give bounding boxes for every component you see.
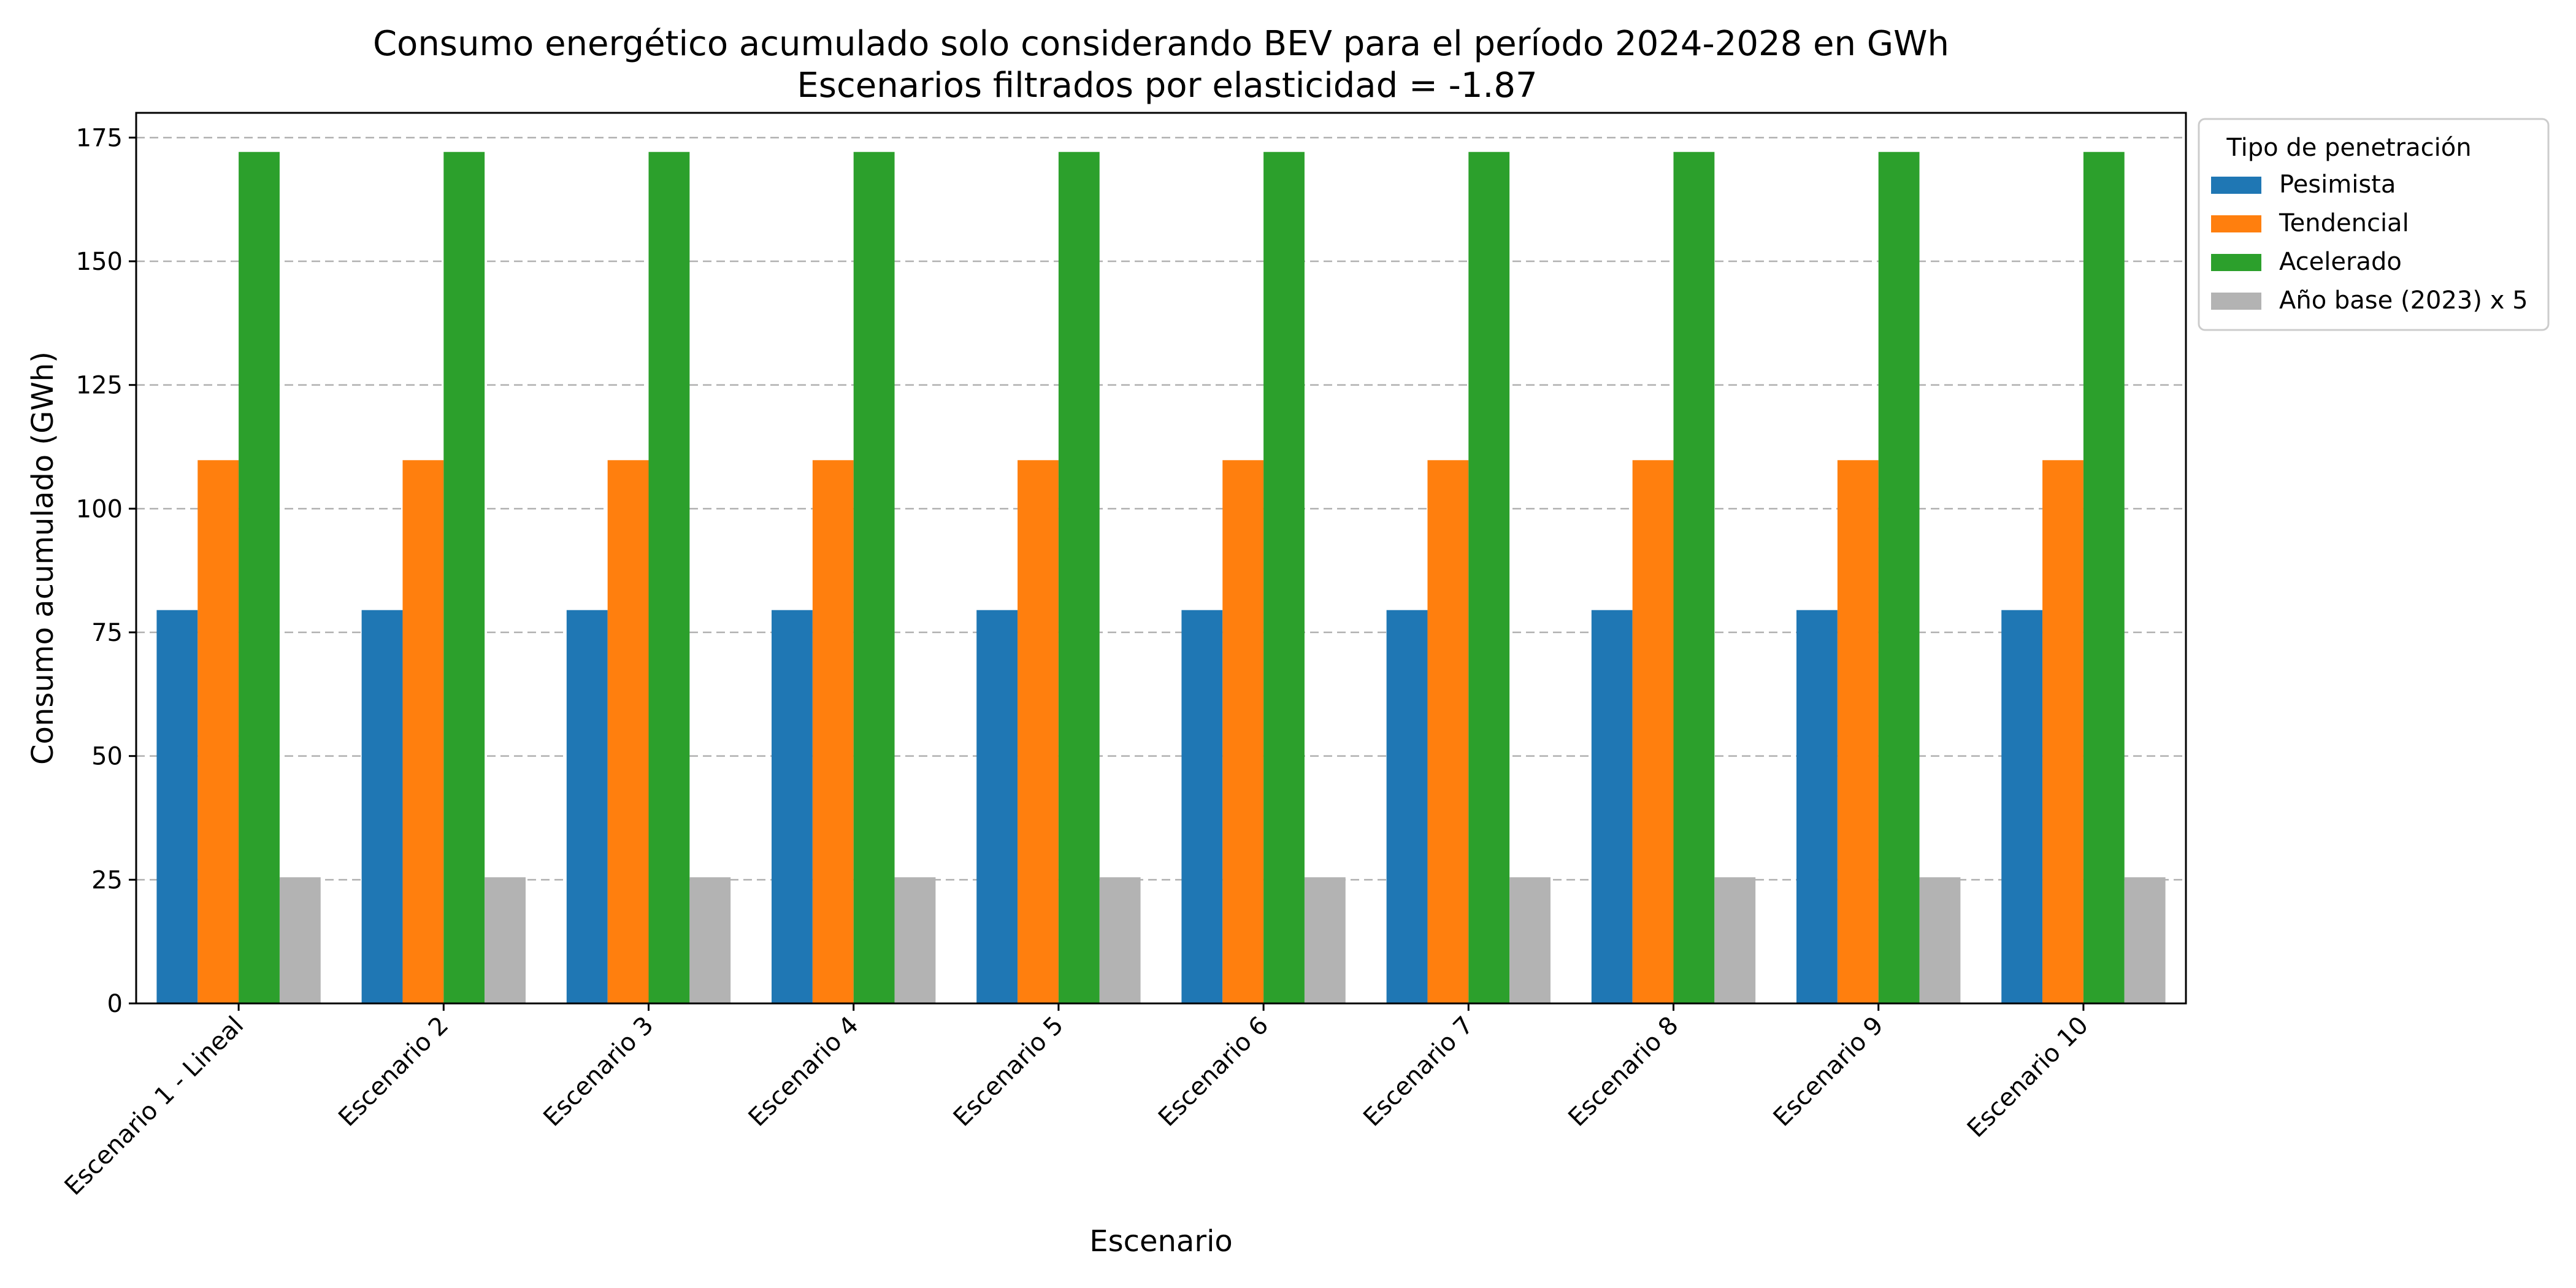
legend: Tipo de penetración Pesimista Tendencial A…: [2198, 118, 2550, 331]
bar-acelerado-2: [443, 151, 485, 1003]
x-tick-label: Escenario 4: [743, 1011, 864, 1132]
bar-pesimista-1: [156, 610, 198, 1003]
bar-tendencial-4: [812, 460, 854, 1003]
bar-tendencial-6: [1222, 460, 1264, 1003]
x-tick-label: Escenario 1 - Lineal: [59, 1011, 249, 1201]
y-axis-label: Consumo acumulado (GWh): [26, 351, 60, 765]
bar-tendencial-9: [1837, 460, 1879, 1003]
bar-pesimista-4: [772, 610, 813, 1003]
bar-pesimista-9: [1796, 610, 1838, 1003]
bar-tendencial-1: [197, 460, 239, 1003]
bar-acelerado-10: [2083, 151, 2125, 1003]
y-tick-label: 0: [107, 990, 123, 1018]
bar-acelerado-6: [1263, 151, 1305, 1003]
y-tick-label: 100: [76, 495, 123, 523]
y-tick-label: 150: [76, 248, 123, 276]
chart-subtitle: Escenarios filtrados por elasticidad = -…: [797, 66, 1537, 105]
bar-a-o-base-2023-x-5-6: [1304, 877, 1346, 1003]
bar-tendencial-10: [2042, 460, 2083, 1003]
legend-box: [2198, 118, 2550, 331]
bar-pesimista-7: [1386, 610, 1428, 1003]
legend-swatch: [2211, 215, 2261, 232]
x-tick-label: Escenario 8: [1563, 1011, 1684, 1132]
legend-label: Pesimista: [2279, 171, 2396, 199]
y-tick-label: 175: [76, 124, 123, 152]
bar-acelerado-5: [1058, 151, 1100, 1003]
bar-tendencial-2: [402, 460, 444, 1003]
x-axis-ticks: Escenario 1 - Lineal Escenario 2 Escenario…: [59, 1003, 2094, 1201]
x-tick-label: Escenario 9: [1768, 1011, 1889, 1132]
bar-a-o-base-2023-x-5-9: [1919, 877, 1961, 1003]
bar-pesimista-3: [566, 610, 608, 1003]
bar-a-o-base-2023-x-5-7: [1509, 877, 1551, 1003]
x-tick-label: Escenario 10: [1962, 1011, 2094, 1143]
bar-a-o-base-2023-x-5-8: [1714, 877, 1756, 1003]
bar-pesimista-10: [2001, 610, 2043, 1003]
y-tick-label: 125: [76, 372, 123, 400]
bar-a-o-base-2023-x-5-3: [689, 877, 731, 1003]
legend-swatch: [2211, 293, 2261, 310]
x-axis-label: Escenario: [1089, 1224, 1233, 1259]
bar-pesimista-8: [1591, 610, 1633, 1003]
y-tick-label: 50: [91, 743, 123, 771]
y-axis-ticks: 0 25 50 75 100 125 150 175: [76, 124, 136, 1018]
legend-swatch: [2211, 254, 2261, 271]
legend-label: Acelerado: [2279, 248, 2402, 276]
legend-swatch: [2211, 177, 2261, 194]
x-tick-label: Escenario 6: [1153, 1011, 1274, 1132]
bar-acelerado-7: [1468, 151, 1510, 1003]
x-tick-label: Escenario 7: [1358, 1011, 1479, 1132]
chart-title: Consumo energético acumulado solo consid…: [373, 24, 1949, 64]
bar-a-o-base-2023-x-5-1: [279, 877, 321, 1003]
x-tick-label: Escenario 3: [538, 1011, 659, 1132]
bar-acelerado-4: [853, 151, 895, 1003]
legend-label: Tendencial: [2279, 209, 2409, 237]
bar-acelerado-9: [1878, 151, 1920, 1003]
bar-acelerado-8: [1673, 151, 1715, 1003]
bar-a-o-base-2023-x-5-5: [1099, 877, 1141, 1003]
bars: [156, 151, 2166, 1003]
bar-tendencial-5: [1018, 460, 1059, 1003]
bar-tendencial-3: [607, 460, 649, 1003]
y-tick-label: 25: [91, 866, 123, 894]
bar-pesimista-5: [976, 610, 1018, 1003]
plot-area-frame: [135, 112, 2187, 1005]
bar-tendencial-7: [1427, 460, 1469, 1003]
bar-pesimista-6: [1181, 610, 1223, 1003]
bar-acelerado-3: [648, 151, 690, 1003]
legend-label: Año base (2023) x 5: [2279, 286, 2528, 315]
x-tick-label: Escenario 5: [948, 1011, 1069, 1132]
y-tick-label: 75: [91, 619, 123, 647]
bar-a-o-base-2023-x-5-10: [2124, 877, 2166, 1003]
x-tick-label: Escenario 2: [333, 1011, 454, 1132]
bar-a-o-base-2023-x-5-2: [485, 877, 526, 1003]
bar-a-o-base-2023-x-5-4: [894, 877, 936, 1003]
bar-tendencial-8: [1632, 460, 1674, 1003]
legend-title: Tipo de penetración: [2226, 134, 2471, 162]
bar-pesimista-2: [361, 610, 403, 1003]
bar-acelerado-1: [239, 151, 280, 1003]
